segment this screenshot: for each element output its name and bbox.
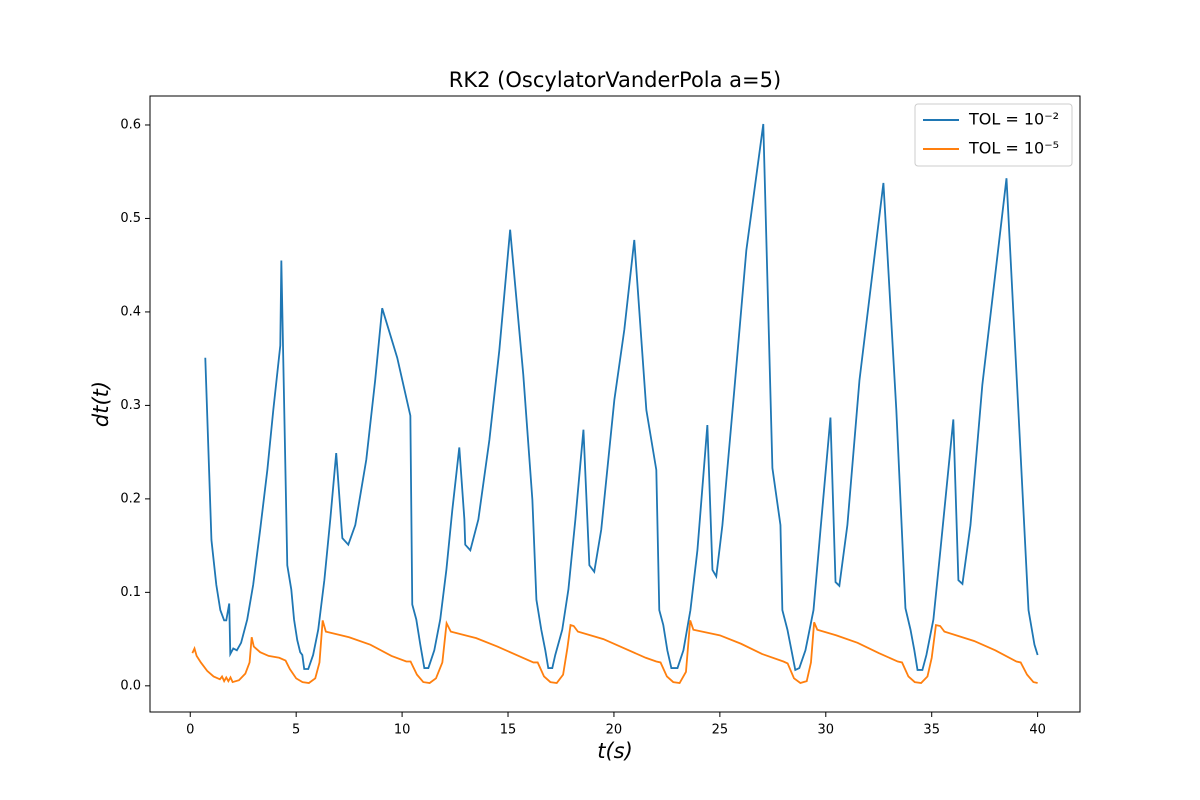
x-tick-label: 25 — [712, 723, 729, 738]
plot-frame — [149, 95, 1081, 713]
legend-label: TOL = 10⁻² — [968, 110, 1059, 129]
y-tick-label: 0.6 — [120, 117, 141, 132]
x-tick-label: 10 — [394, 723, 411, 738]
x-axis-label: t(s) — [597, 739, 633, 763]
x-tick-label: 35 — [923, 723, 940, 738]
data-line — [204, 123, 1039, 672]
y-tick-label: 0.4 — [120, 304, 141, 319]
y-tick-label: 0.3 — [120, 398, 141, 413]
x-tick-label: 40 — [1029, 723, 1046, 738]
data-line — [191, 620, 1038, 685]
x-tick-label: 30 — [818, 723, 835, 738]
x-tick-label: 0 — [186, 723, 194, 738]
x-tick-label: 5 — [292, 723, 300, 738]
y-tick-label: 0.0 — [120, 678, 141, 693]
x-tick-label: 20 — [606, 723, 623, 738]
y-tick-label: 0.1 — [120, 585, 141, 600]
y-axis-label: dt(t) — [89, 381, 113, 427]
x-tick-label: 15 — [500, 723, 517, 738]
chart-title: RK2 (OscylatorVanderPola a=5) — [449, 68, 781, 92]
y-tick-label: 0.5 — [120, 211, 141, 226]
y-tick-label: 0.2 — [120, 491, 141, 506]
legend-label: TOL = 10⁻⁵ — [968, 139, 1059, 158]
